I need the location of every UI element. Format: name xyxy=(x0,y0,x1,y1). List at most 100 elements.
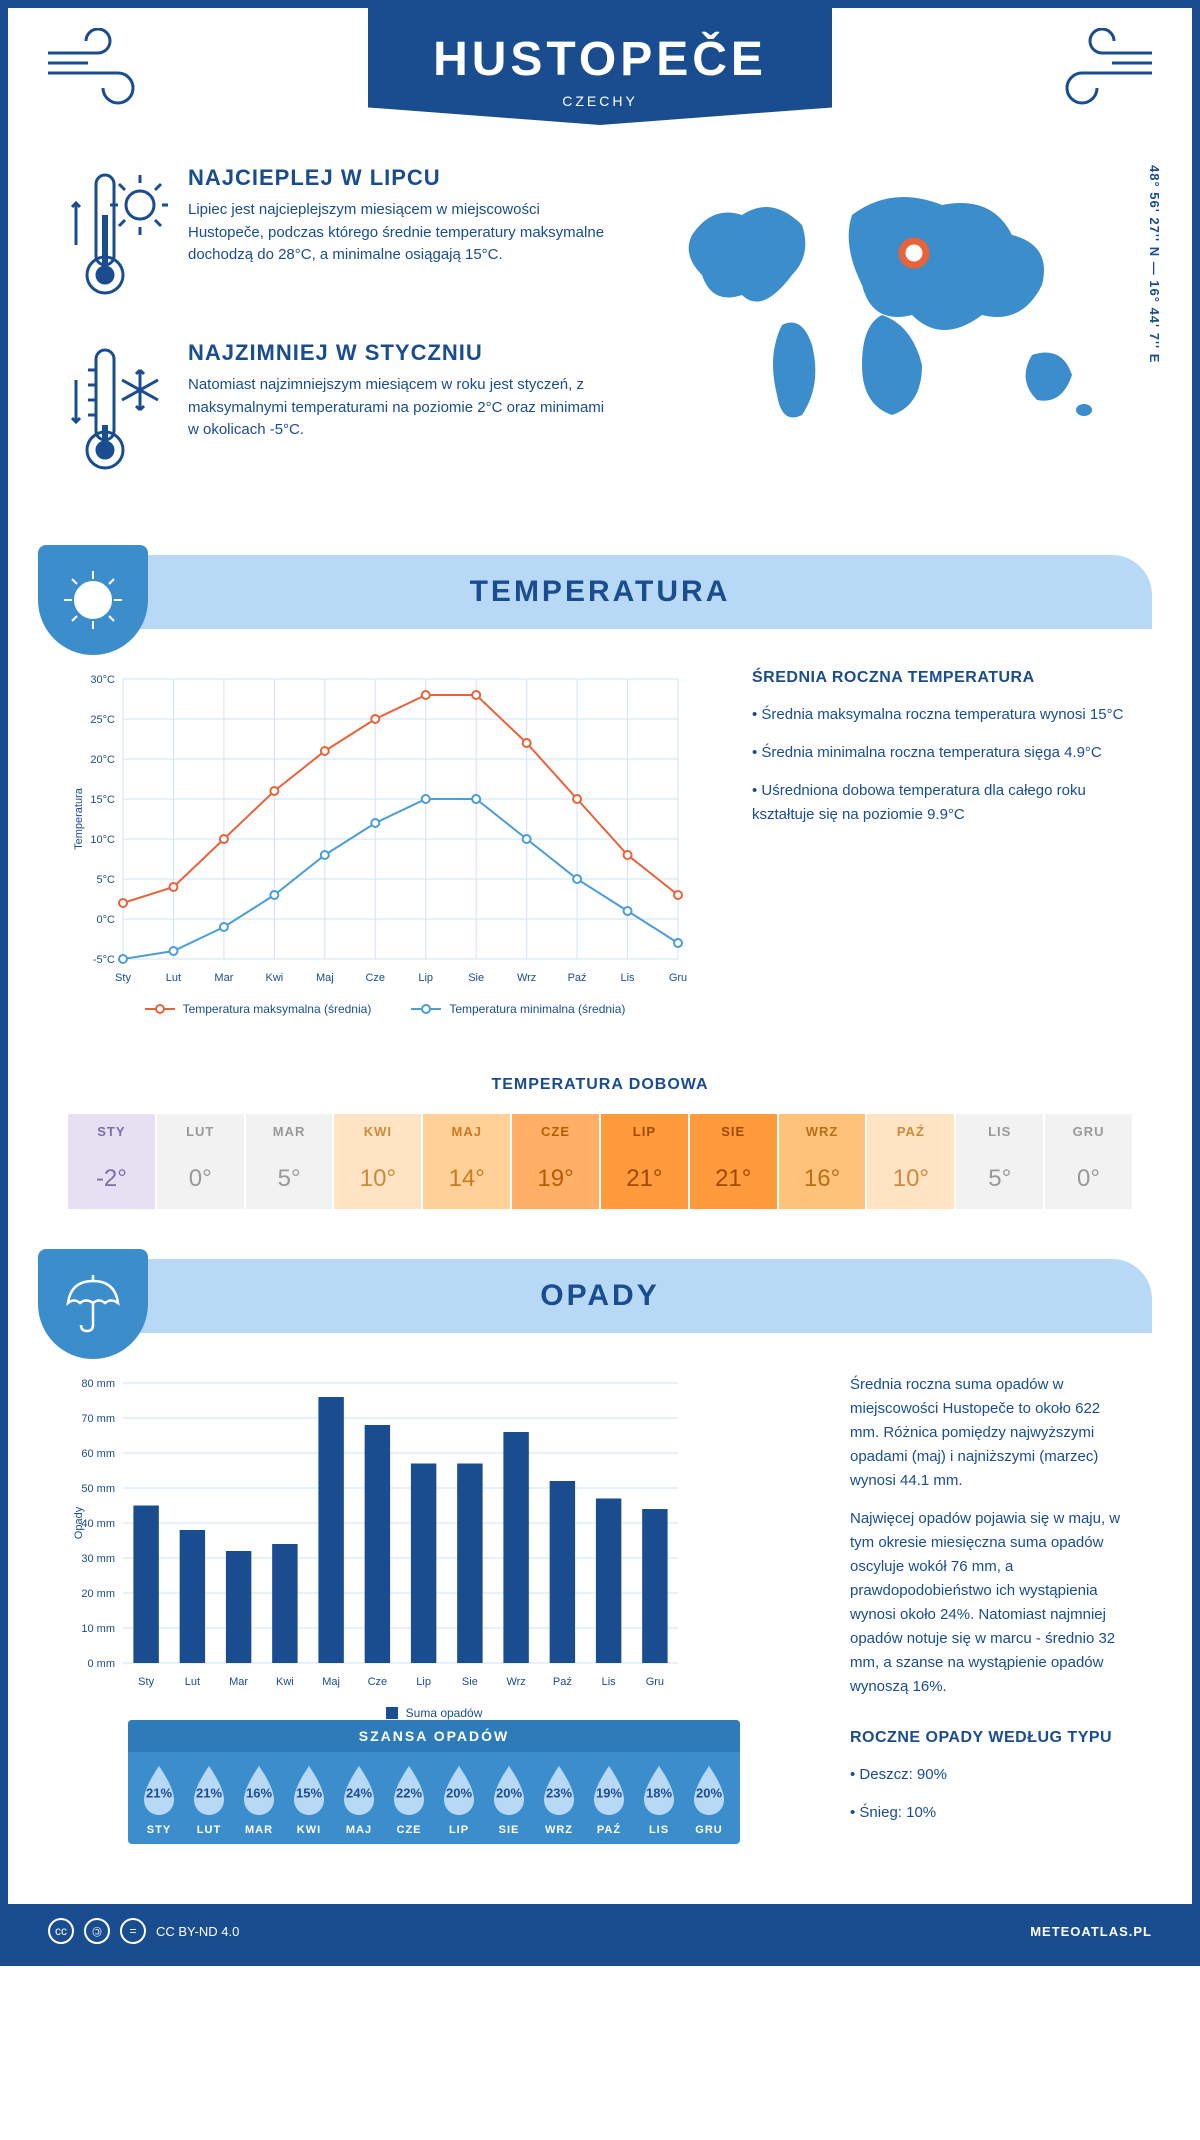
precip-legend-label: Suma opadów xyxy=(406,1706,483,1720)
precipitation-chart-row: 0 mm 10 mm 20 mm 30 mm 40 mm 50 mm 60 mm 70 mm 8… xyxy=(8,1333,1192,1904)
temperature-chart-row: -5°C0°C5°C10°C15°C20°C25°C30°CStyLutMarK… xyxy=(8,629,1192,1056)
precip-p2: Najwięcej opadów pojawia się w maju, w t… xyxy=(850,1507,1132,1699)
header-banner: HUSTOPEČE CZECHY xyxy=(368,8,832,125)
svg-text:Sie: Sie xyxy=(468,972,484,984)
precipitation-bar-chart: 0 mm 10 mm 20 mm 30 mm 40 mm 50 mm 60 mm 70 mm 8… xyxy=(68,1373,800,1864)
temperature-section-header: TEMPERATURA xyxy=(48,555,1152,629)
svg-text:30°C: 30°C xyxy=(90,674,115,686)
wind-icon-left xyxy=(8,8,188,133)
precipitation-section-header: OPADY xyxy=(48,1259,1152,1333)
rain-chance-cell: 15%KWI xyxy=(286,1762,332,1836)
svg-text:Lut: Lut xyxy=(185,1676,200,1688)
intro-section: NAJCIEPLEJ W LIPCU Lipiec jest najcieple… xyxy=(8,165,1192,555)
warmest-block: NAJCIEPLEJ W LIPCU Lipiec jest najcieple… xyxy=(68,165,612,310)
svg-text:-5°C: -5°C xyxy=(93,954,115,966)
rain-chance-cell: 16%MAR xyxy=(236,1762,282,1836)
rain-chance-cell: 20%GRU xyxy=(686,1762,732,1836)
temperature-line-chart: -5°C0°C5°C10°C15°C20°C25°C30°CStyLutMarK… xyxy=(68,669,702,1016)
daily-temp-cell: WRZ16° xyxy=(779,1114,866,1209)
coordinates: 48° 56' 27'' N — 16° 44' 7'' E xyxy=(1147,165,1162,363)
svg-text:Cze: Cze xyxy=(368,1676,388,1688)
svg-text:0 mm: 0 mm xyxy=(88,1658,116,1670)
svg-text:Maj: Maj xyxy=(316,972,334,984)
by-icon: 🄯 xyxy=(84,1918,110,1944)
daily-temp-cell: GRU0° xyxy=(1045,1114,1132,1209)
svg-text:Mar: Mar xyxy=(214,972,233,984)
svg-text:70 mm: 70 mm xyxy=(81,1413,115,1425)
coldest-text: Natomiast najzimniejszym miesiącem w rok… xyxy=(188,374,612,442)
svg-text:10 mm: 10 mm xyxy=(81,1623,115,1635)
rain-chance-cell: 19%PAŹ xyxy=(586,1762,632,1836)
sun-icon xyxy=(38,545,148,655)
temp-info-title: ŚREDNIA ROCZNA TEMPERATURA xyxy=(752,669,1132,687)
daily-temp-cell: CZE19° xyxy=(512,1114,599,1209)
daily-temp-cell: LUT0° xyxy=(157,1114,244,1209)
coldest-block: NAJZIMNIEJ W STYCZNIU Natomiast najzimni… xyxy=(68,340,612,485)
daily-temp-cell: MAR5° xyxy=(246,1114,333,1209)
daily-temp-cell: SIE21° xyxy=(690,1114,777,1209)
svg-text:20 mm: 20 mm xyxy=(81,1588,115,1600)
svg-text:5°C: 5°C xyxy=(97,874,116,886)
legend-min-label: Temperatura minimalna (średnia) xyxy=(449,1002,625,1016)
svg-text:Mar: Mar xyxy=(229,1676,248,1688)
thermometer-hot-icon xyxy=(68,165,168,310)
rain-chance-cell: 21%STY xyxy=(136,1762,182,1836)
temp-bullet-2: • Średnia minimalna roczna temperatura s… xyxy=(752,741,1132,765)
daily-temp-cell: PAŹ10° xyxy=(867,1114,954,1209)
svg-text:Sie: Sie xyxy=(462,1676,478,1688)
svg-text:Lis: Lis xyxy=(621,972,636,984)
rain-chance-cell: 21%LUT xyxy=(186,1762,232,1836)
wind-icon-right xyxy=(1012,8,1192,133)
svg-text:Maj: Maj xyxy=(322,1676,340,1688)
svg-text:Kwi: Kwi xyxy=(265,972,283,984)
rain-chance-cell: 20%LIP xyxy=(436,1762,482,1836)
daily-temp-cell: LIP21° xyxy=(601,1114,688,1209)
header-row: HUSTOPEČE CZECHY xyxy=(8,8,1192,165)
daily-temp-cell: STY-2° xyxy=(68,1114,155,1209)
warmest-title: NAJCIEPLEJ W LIPCU xyxy=(188,165,612,191)
page-frame: HUSTOPEČE CZECHY NAJCIEPLEJ W LIPCU Lipi… xyxy=(0,0,1200,1966)
svg-text:Paź: Paź xyxy=(553,1676,572,1688)
svg-text:Sty: Sty xyxy=(115,972,131,984)
svg-text:Paź: Paź xyxy=(568,972,587,984)
daily-temp-title: TEMPERATURA DOBOWA xyxy=(8,1076,1192,1094)
svg-text:40 mm: 40 mm xyxy=(81,1518,115,1530)
legend-max-label: Temperatura maksymalna (średnia) xyxy=(183,1002,372,1016)
svg-text:50 mm: 50 mm xyxy=(81,1483,115,1495)
svg-text:20°C: 20°C xyxy=(90,754,115,766)
daily-temp-grid: STY-2°LUT0°MAR5°KWI10°MAJ14°CZE19°LIP21°… xyxy=(8,1114,1192,1259)
rain-chance-cell: 24%MAJ xyxy=(336,1762,382,1836)
daily-temp-cell: LIS5° xyxy=(956,1114,1043,1209)
svg-text:Wrz: Wrz xyxy=(506,1676,525,1688)
svg-text:30 mm: 30 mm xyxy=(81,1553,115,1565)
world-map: 48° 56' 27'' N — 16° 44' 7'' E xyxy=(652,165,1132,515)
svg-text:Lip: Lip xyxy=(418,972,433,984)
svg-text:Kwi: Kwi xyxy=(276,1676,294,1688)
svg-text:15°C: 15°C xyxy=(90,794,115,806)
nd-icon: = xyxy=(120,1918,146,1944)
svg-text:60 mm: 60 mm xyxy=(81,1448,115,1460)
svg-text:Lis: Lis xyxy=(602,1676,617,1688)
rain-chance-title: SZANSA OPADÓW xyxy=(128,1720,740,1752)
svg-text:0°C: 0°C xyxy=(97,914,116,926)
svg-text:Gru: Gru xyxy=(646,1676,664,1688)
temperature-legend: .legend-line[style*='e8633a']::before{bo… xyxy=(68,1002,702,1016)
country-name: CZECHY xyxy=(368,93,832,109)
temperature-info: ŚREDNIA ROCZNA TEMPERATURA • Średnia mak… xyxy=(752,669,1132,1016)
cc-icon: cc xyxy=(48,1918,74,1944)
svg-text:10°C: 10°C xyxy=(90,834,115,846)
city-name: HUSTOPEČE xyxy=(368,32,832,87)
svg-text:Temperatura: Temperatura xyxy=(73,787,85,850)
rain-chance-cell: 18%LIS xyxy=(636,1762,682,1836)
temp-bullet-3: • Uśredniona dobowa temperatura dla całe… xyxy=(752,779,1132,827)
rain-chance-cell: 22%CZE xyxy=(386,1762,432,1836)
precip-type-1: • Deszcz: 90% xyxy=(850,1763,1132,1787)
svg-text:80 mm: 80 mm xyxy=(81,1378,115,1390)
license-text: CC BY-ND 4.0 xyxy=(156,1924,239,1939)
precipitation-legend: Suma opadów xyxy=(68,1706,800,1720)
precip-type-2: • Śnieg: 10% xyxy=(850,1801,1132,1825)
rain-chance-panel: SZANSA OPADÓW 21%STY21%LUT16%MAR15%KWI24… xyxy=(128,1720,740,1844)
warmest-text: Lipiec jest najcieplejszym miesiącem w m… xyxy=(188,199,612,267)
rain-chance-cell: 20%SIE xyxy=(486,1762,532,1836)
svg-text:Cze: Cze xyxy=(365,972,385,984)
